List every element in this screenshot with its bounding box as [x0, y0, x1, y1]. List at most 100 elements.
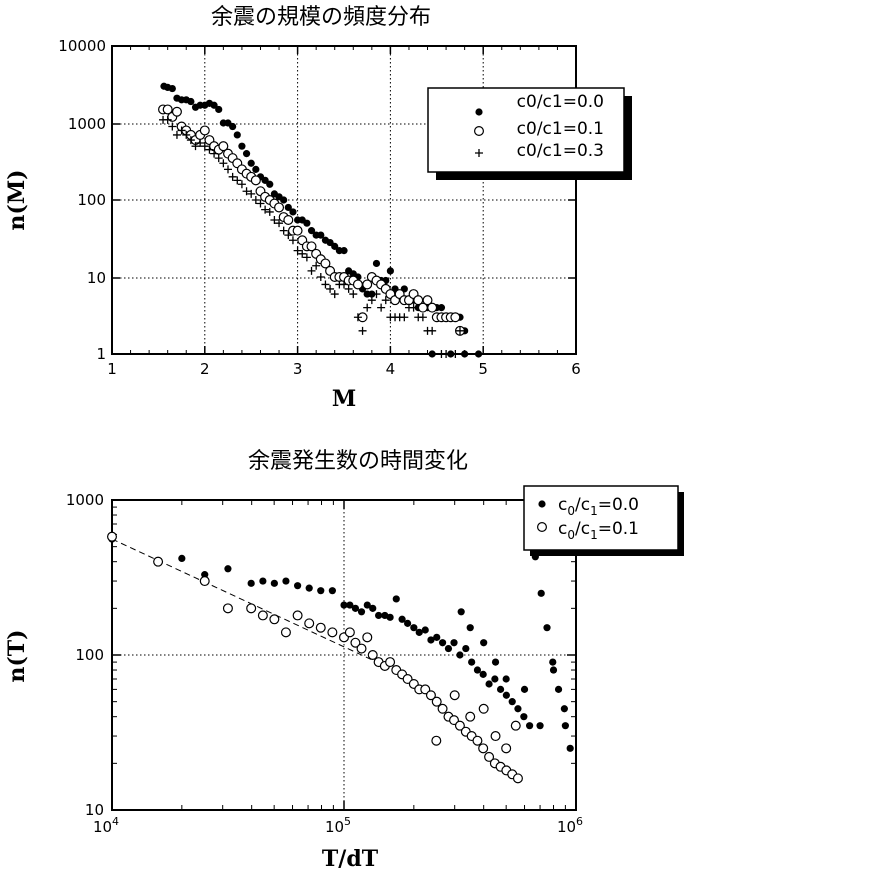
chart1-point-series-2 [353, 313, 362, 322]
chart2-point-series-1 [510, 720, 521, 731]
chart2-point-series-1 [431, 735, 442, 746]
chart1-point-series-1 [218, 141, 229, 152]
chart2-data-points [106, 531, 574, 784]
chart2-point-series-1 [437, 703, 448, 714]
chart1-legend-marker-0 [475, 108, 483, 116]
chart2-point-series-0 [520, 685, 529, 693]
chart1-point-series-2 [172, 130, 181, 139]
chart1-legend-series-1: c0/c1=0.1 [517, 119, 604, 139]
chart1-legend-series-2: c0/c1=0.3 [517, 141, 604, 161]
chart2-point-series-0 [462, 644, 470, 653]
chart2-point-series-0 [357, 608, 366, 616]
chart2-point-series-0 [317, 587, 325, 595]
chart1-point-series-0 [289, 208, 297, 216]
chart1-point-series-0 [447, 350, 455, 358]
chart1-point-series-2 [191, 142, 200, 151]
chart2-point-series-0 [415, 628, 423, 636]
chart1-point-series-2 [372, 290, 381, 299]
chart2-point-series-0 [520, 713, 528, 721]
chart1-point-series-2 [409, 303, 418, 312]
chart2-point-series-1 [257, 610, 268, 621]
chart2-point-series-0 [305, 584, 313, 592]
chart2-x-tick-label: 105 [325, 815, 351, 836]
chart1-point-series-0 [307, 227, 316, 235]
chart2-point-series-0 [479, 670, 487, 678]
chart1-legend: c0/c1=0.0 c0/c1=0.1 c0/c1=0.3 [427, 87, 632, 180]
chart1-point-series-2 [214, 154, 223, 163]
chart1-point-series-2 [247, 189, 256, 198]
chart2-point-series-0 [560, 705, 568, 713]
chart2-point-series-0 [526, 722, 534, 730]
chart1-point-series-2 [228, 172, 237, 181]
chart2-point-series-0 [282, 577, 290, 585]
chart2-point-series-0 [502, 691, 510, 699]
chart1-point-series-2 [312, 261, 321, 270]
chart1-point-series-2 [293, 246, 302, 255]
chart2-point-series-0 [386, 613, 394, 621]
chart2-point-series-1 [327, 627, 338, 638]
chart1-point-series-0 [168, 84, 176, 93]
chart2-legend-marker-0 [538, 500, 546, 508]
chart2-point-series-1 [356, 643, 367, 654]
chart2-legend: c0/c1=0.0 c0/c1=0.1 [523, 485, 684, 556]
chart1-x-tick-label: 1 [107, 360, 117, 378]
chart1-point-series-2 [349, 290, 358, 299]
chart1-point-series-0 [386, 267, 394, 275]
chart1-point-series-1 [427, 302, 438, 313]
chart1-point-series-1 [250, 175, 261, 186]
chart1-point-series-2 [358, 326, 367, 335]
chart2-point-series-0 [485, 680, 493, 688]
chart1-point-series-2 [340, 280, 348, 289]
chart1-point-series-0 [303, 219, 311, 227]
chart2-point-series-0 [247, 579, 255, 587]
chart1-point-series-2 [261, 205, 270, 214]
chart2-point-series-0 [270, 579, 278, 587]
chart1-point-series-2 [381, 296, 390, 305]
chart2-point-series-0 [457, 608, 465, 616]
chart1-point-series-0 [368, 290, 376, 298]
chart2-point-series-1 [269, 614, 280, 625]
chart2-point-series-0 [491, 675, 499, 683]
chart2-point-series-0 [259, 577, 267, 585]
chart2-point-series-1 [478, 703, 489, 714]
chart2-point-series-1 [362, 632, 373, 643]
chart2-point-series-0 [549, 666, 558, 674]
chart2-point-series-0 [328, 587, 336, 595]
chart1-point-series-2 [168, 122, 177, 131]
chart2-point-series-1 [501, 743, 512, 754]
chart1-point-series-2 [163, 115, 172, 124]
chart2-point-series-1 [106, 531, 117, 542]
chart1-x-tick-label: 4 [386, 360, 396, 378]
chart2-point-series-0 [224, 565, 232, 573]
chart1-point-series-0 [229, 122, 237, 131]
chart2-grid [112, 500, 576, 810]
chart1-legend-marker-2 [475, 149, 483, 157]
chart1-x-tick-label: 5 [478, 360, 488, 378]
chart1-point-series-2 [442, 350, 451, 358]
chart1-point-series-1 [450, 312, 461, 323]
chart1-point-series-0 [340, 247, 348, 255]
chart2-point-series-1 [431, 696, 442, 707]
chart1-point-series-2 [186, 136, 195, 145]
chart2-point-series-1 [304, 618, 315, 629]
chart2-point-series-0 [340, 601, 348, 609]
chart2-point-series-0 [566, 744, 574, 752]
chart1-point-series-2 [182, 130, 191, 139]
chart2-ticks: 104 105 106 10 100 1000 [66, 491, 583, 836]
chart2-point-series-0 [294, 582, 302, 590]
chart1-point-series-1 [292, 225, 303, 236]
chart2-x-tick-label: 104 [93, 815, 119, 836]
chart1-point-series-2 [330, 290, 339, 299]
chart2-point-series-1 [350, 637, 361, 648]
chart2-point-series-0 [514, 705, 522, 713]
chart2-point-series-1 [420, 684, 431, 695]
chart2-x-tick-label: 106 [557, 815, 583, 836]
chart1-point-series-2 [400, 313, 409, 322]
chart1-point-series-2 [344, 284, 353, 293]
chart1-point-series-2 [456, 326, 464, 335]
chart1-point-series-2 [177, 126, 186, 135]
chart1-point-series-2 [275, 219, 284, 228]
chart1-y-axis-label: n(M) [4, 169, 30, 230]
